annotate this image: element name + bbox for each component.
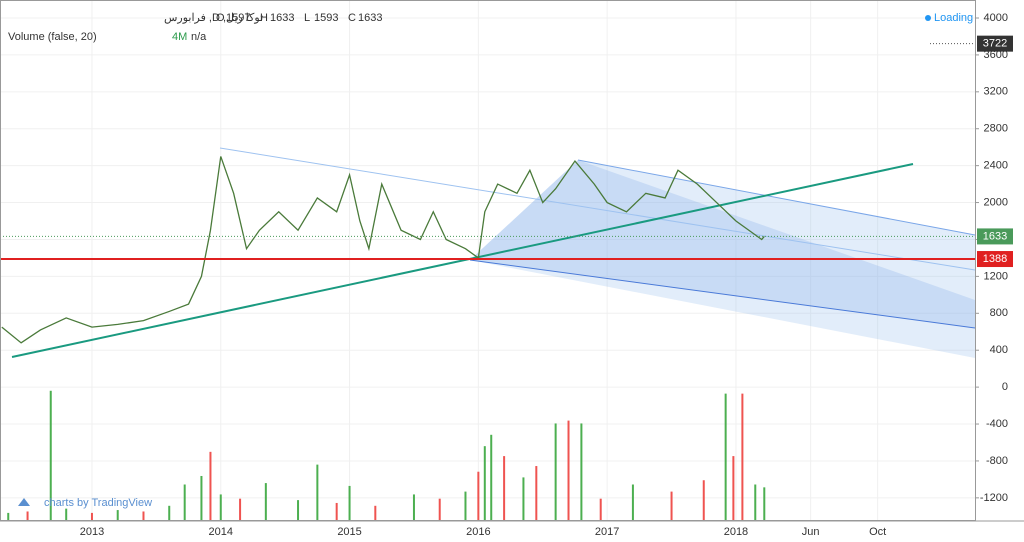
volume-bar: [7, 512, 10, 520]
x-tick-label: Jun: [802, 526, 820, 538]
volume-bar: [631, 484, 634, 520]
x-tick-label: 2016: [466, 526, 490, 538]
volume-bar: [316, 464, 319, 520]
volume-bar: [554, 423, 557, 520]
y-tick-label: 400: [990, 344, 1008, 356]
volume-bar: [567, 420, 570, 520]
volume-bar: [732, 456, 735, 520]
volume-bar: [374, 505, 377, 520]
trend-line: [11, 163, 914, 358]
x-tick-label: 2018: [724, 526, 748, 538]
volume-bar: [483, 446, 486, 520]
volume-bar: [49, 390, 52, 520]
price-label: 1388: [983, 253, 1007, 265]
volume-bar: [580, 423, 583, 520]
volume-bar: [65, 508, 68, 520]
volume-bar: [219, 494, 222, 520]
ohlc-value: 1597: [226, 12, 250, 24]
volume-bar: [90, 512, 93, 520]
price-label-box: [977, 35, 1013, 52]
y-tick-label: 2800: [984, 123, 1008, 135]
volume-bar: [168, 505, 171, 520]
ohlc-label: L: [304, 12, 310, 24]
volume-bar: [116, 510, 119, 520]
y-tick-label: 1200: [984, 270, 1008, 282]
y-tick-label: 3200: [984, 86, 1008, 98]
y-tick-label: 3600: [984, 49, 1008, 61]
pitchfork-line: [469, 259, 976, 329]
volume-bar: [209, 451, 212, 520]
symbol: توکا ریل, D, فرابورس: [164, 12, 263, 24]
volume-bar: [522, 477, 525, 520]
y-tick-label: -1200: [980, 492, 1008, 504]
volume-bar: [763, 487, 766, 520]
volume-bar: [490, 434, 493, 520]
x-tick-label: Oct: [869, 526, 886, 538]
price-label-box: [977, 228, 1013, 245]
volume-bar: [477, 471, 480, 520]
ohlc-value: 1633: [358, 12, 382, 24]
volume-bar: [142, 511, 145, 520]
volume-bar: [503, 456, 506, 520]
logo: [18, 498, 30, 506]
y-tick-label: 800: [990, 307, 1008, 319]
x-tick-label: 2013: [80, 526, 104, 538]
pitchfork-line: [577, 159, 976, 236]
price-label-box: [977, 251, 1013, 268]
price-line: [1, 156, 765, 344]
volume-bar: [348, 485, 351, 520]
x-tick-label: 2014: [209, 526, 233, 538]
volume-bar: [200, 475, 203, 520]
y-tick-label: 2000: [984, 196, 1008, 208]
volume-bar: [26, 511, 29, 520]
ohlc-label: C: [348, 12, 356, 24]
y-tick-label: 4000: [984, 12, 1008, 24]
status: Loading: [934, 12, 973, 24]
watermark[interactable]: charts by TradingView: [44, 497, 152, 509]
volume-bar: [464, 491, 467, 520]
y-tick-label: -400: [986, 418, 1008, 430]
channel-line: [219, 147, 976, 271]
volume-value: 4M: [172, 31, 187, 43]
volume-bar: [754, 484, 757, 520]
volume-bar: [741, 393, 744, 520]
ohlc-label: O: [216, 12, 225, 24]
ohlc-value: 1633: [270, 12, 294, 24]
volume-bar: [412, 494, 415, 520]
volume-bar: [438, 498, 441, 520]
volume-na: n/a: [191, 31, 207, 43]
volume-bar: [335, 502, 338, 520]
pitchfork-inner: [470, 160, 975, 328]
price-label: 1633: [983, 230, 1007, 242]
volume-bar: [724, 393, 727, 520]
volume-bar: [535, 466, 538, 520]
ohlc-value: 1593: [314, 12, 338, 24]
volume-bar: [264, 483, 267, 520]
y-tick-label: -800: [986, 455, 1008, 467]
volume-bar: [183, 484, 186, 520]
volume-title: Volume (false, 20): [8, 31, 97, 43]
status-dot: [925, 15, 931, 21]
volume-bar: [297, 500, 300, 520]
y-tick-label: 0: [1002, 381, 1008, 393]
x-tick-label: 2017: [595, 526, 619, 538]
volume-bar: [239, 498, 242, 520]
volume-bar: [599, 498, 602, 520]
y-tick-label: 2400: [984, 160, 1008, 172]
volume-bar: [670, 491, 673, 520]
x-tick-label: 2015: [337, 526, 361, 538]
ohlc-label: H: [260, 12, 268, 24]
price-label: 3722: [983, 38, 1007, 50]
volume-bar: [702, 480, 705, 520]
